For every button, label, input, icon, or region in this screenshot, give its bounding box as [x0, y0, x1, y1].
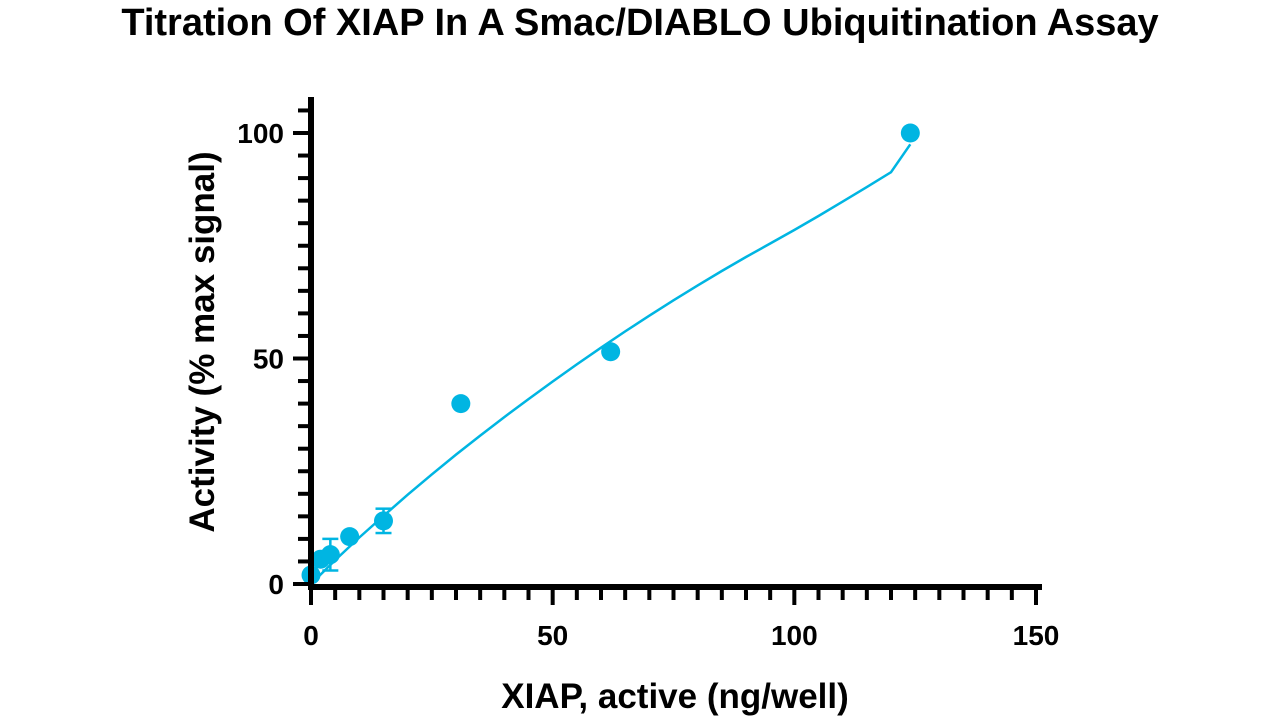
y-tick-label: 100	[237, 118, 284, 149]
fit-curve-layer	[310, 143, 912, 585]
data-point-2	[320, 545, 340, 565]
x-axis-title: XIAP, active (ng/well)	[501, 677, 849, 716]
x-tick-label: 150	[1013, 620, 1060, 651]
data-points-layer	[301, 123, 920, 585]
chart-title: Titration Of XIAP In A Smac/DIABLO Ubiqu…	[121, 2, 1159, 44]
x-tick-label: 100	[771, 620, 818, 651]
data-point-4	[374, 511, 393, 531]
axes-layer	[308, 97, 1042, 590]
data-point-6	[601, 342, 621, 362]
y-axis-title: Activity (% max signal)	[183, 151, 222, 532]
data-point-7	[900, 123, 920, 143]
x-tick-label: 50	[537, 620, 568, 651]
x-tick-label: 0	[303, 620, 319, 651]
y-tick-label: 50	[253, 344, 284, 375]
ticks-layer: 0 50 100 150 0 50 100	[237, 108, 1060, 651]
y-tick-label: 0	[268, 569, 284, 600]
data-point-3	[340, 527, 360, 547]
fit-curve	[310, 143, 912, 585]
data-point-5	[451, 394, 471, 414]
